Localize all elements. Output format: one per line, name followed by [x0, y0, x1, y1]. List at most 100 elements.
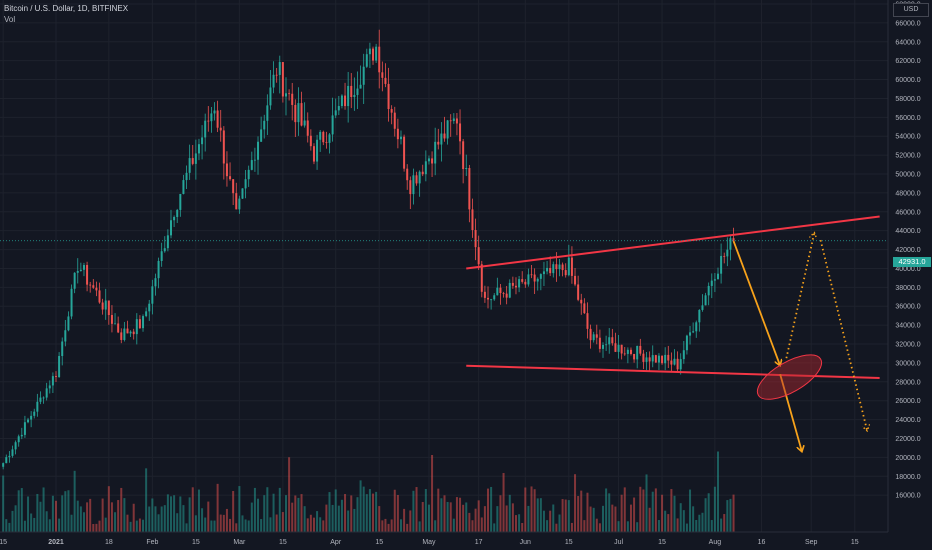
volume-bar	[695, 519, 698, 532]
candle-body	[154, 278, 157, 287]
volume-bar	[664, 510, 667, 532]
candle-body	[135, 319, 138, 335]
candle-body	[325, 142, 328, 144]
currency-button[interactable]: USD	[893, 3, 929, 17]
candle-body	[424, 161, 427, 175]
candle-body	[166, 235, 169, 249]
volume-bar	[368, 489, 371, 532]
volume-bar	[76, 500, 79, 532]
volume-bar	[549, 510, 552, 532]
candle-body	[219, 127, 222, 131]
volume-bar	[316, 511, 319, 532]
candle-body	[586, 313, 589, 329]
price-tick-label: 52000.0	[895, 153, 920, 160]
price-tick-label: 64000.0	[895, 39, 920, 46]
candle-body	[11, 449, 14, 456]
candle-body	[393, 112, 396, 129]
volume-bar	[297, 497, 300, 532]
volume-bar	[266, 487, 269, 532]
volume-bar	[23, 520, 26, 532]
candle-body	[639, 345, 642, 354]
candle-body	[48, 385, 51, 389]
candle-body	[89, 284, 92, 286]
candle-body	[580, 299, 583, 304]
candle-body	[132, 331, 135, 335]
volume-bar	[284, 495, 287, 532]
candle-body	[356, 88, 359, 95]
candle-body	[633, 353, 636, 360]
candle-body	[73, 272, 76, 289]
drawing-annotations[interactable]	[466, 215, 880, 452]
candle-body	[462, 141, 465, 170]
candle-body	[347, 85, 350, 107]
volume-bar	[275, 514, 278, 532]
volume-bar	[328, 492, 331, 532]
volume-bar	[636, 522, 639, 532]
candle-body	[45, 388, 48, 398]
volume-bar	[431, 454, 434, 532]
price-axis[interactable]: 68000.066000.064000.062000.060000.058000…	[0, 0, 921, 533]
time-axis[interactable]: 15 2021 18 Feb 15 Mar 15 Apr 15 May 17 Jun 15 Jul 15 Au…	[0, 539, 859, 546]
candle-body	[654, 355, 657, 363]
volume-bar	[437, 488, 440, 532]
volume-bar	[605, 488, 608, 532]
volume-bar	[505, 505, 508, 532]
volume-bar	[129, 521, 132, 532]
candle-body	[583, 303, 586, 314]
volume-bar	[720, 518, 723, 532]
volume-bar	[101, 498, 104, 532]
volume-bar	[434, 520, 437, 532]
volume-bar	[30, 513, 33, 532]
volume-bar	[393, 489, 396, 532]
candle-body	[396, 128, 399, 140]
volume-bar	[710, 520, 713, 532]
volume-bar	[639, 486, 642, 532]
volume-bar	[36, 493, 39, 532]
volume-bar	[104, 517, 107, 532]
volume-bar	[602, 505, 605, 532]
volume-bar	[564, 499, 567, 532]
volume-bar	[142, 519, 145, 532]
volume-bar	[598, 523, 601, 532]
volume-bar	[713, 486, 716, 532]
candle-body	[39, 397, 42, 402]
volume-bar	[617, 521, 620, 532]
candle-body	[443, 133, 446, 139]
candle-body	[667, 354, 670, 361]
candle-body	[399, 136, 402, 140]
volume-bar	[303, 506, 306, 532]
candle-body	[365, 54, 368, 67]
volume-indicator-label[interactable]: Vol	[4, 15, 16, 24]
price-tick-label: 54000.0	[895, 134, 920, 141]
volume-bar	[334, 489, 337, 532]
volume-bar	[651, 491, 654, 532]
candle-body	[449, 120, 452, 122]
candle-body	[707, 285, 710, 296]
candle-body	[661, 355, 664, 364]
volume-bar	[378, 506, 381, 532]
candle-body	[698, 309, 701, 323]
volume-bar	[670, 489, 673, 532]
time-tick-label: 18	[105, 539, 113, 546]
price-tick-label: 66000.0	[895, 20, 920, 27]
candle-body	[381, 72, 384, 78]
price-tick-label: 20000.0	[895, 455, 920, 462]
volume-bar	[698, 514, 701, 532]
candle-body	[452, 118, 455, 121]
volume-bar	[58, 518, 61, 532]
volume-bar	[340, 499, 343, 532]
symbol-title[interactable]: Bitcoin / U.S. Dollar, 1D, BITFINEX	[4, 4, 129, 13]
candle-body	[651, 355, 654, 362]
candle-body	[359, 84, 362, 89]
volume-bar	[661, 494, 664, 532]
candle-body	[340, 95, 343, 107]
candle-body	[182, 180, 185, 194]
volume-bar	[493, 523, 496, 532]
candle-body	[636, 345, 639, 360]
candle-body	[14, 442, 17, 450]
volume-bar	[82, 512, 85, 532]
candle-body	[322, 131, 325, 143]
candle-body	[726, 249, 729, 257]
volume-bar	[48, 519, 51, 532]
